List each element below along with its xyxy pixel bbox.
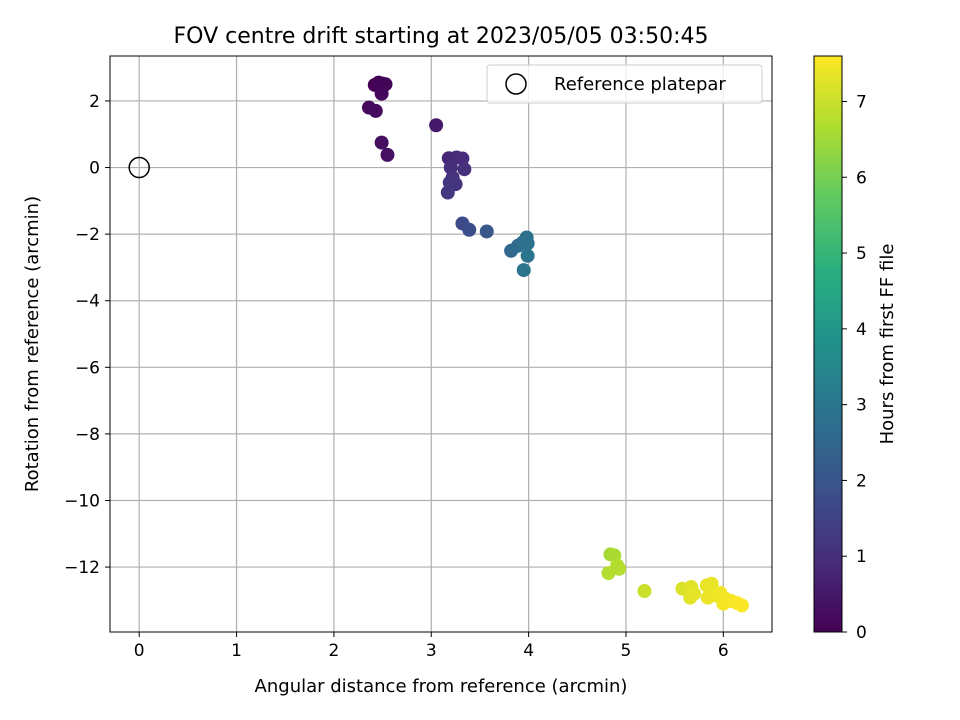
legend-box <box>486 64 763 104</box>
colorbar-ticks: 0 1 2 3 4 5 6 7 <box>842 92 867 643</box>
data-point <box>380 147 395 162</box>
colorbar-tick-label: 3 <box>856 396 867 416</box>
data-point <box>516 263 531 278</box>
x-tick-label: 3 <box>426 641 437 661</box>
colorbar-tick-label: 1 <box>856 547 867 567</box>
data-point <box>479 224 494 239</box>
data-point <box>455 151 470 166</box>
data-point <box>687 586 702 601</box>
data-point <box>734 598 749 613</box>
x-tick-label: 5 <box>621 641 632 661</box>
colorbar-tick-label: 5 <box>856 244 867 264</box>
y-tick-label: −2 <box>75 225 100 245</box>
data-point <box>601 566 616 581</box>
colorbar: 0 1 2 3 4 5 6 7 Hours from first FF file <box>813 55 898 643</box>
colorbar-label: Hours from first FF file <box>877 244 898 445</box>
data-point <box>374 135 389 150</box>
plot-frame <box>109 55 773 633</box>
legend: Reference platepar <box>486 64 763 104</box>
data-point <box>637 584 652 599</box>
x-axis-ticks: 0 1 2 3 4 5 6 <box>134 632 729 661</box>
y-tick-label: 0 <box>89 159 100 179</box>
data-point <box>429 118 444 133</box>
x-tick-label: 0 <box>134 641 145 661</box>
legend-entry-label: Reference platepar <box>554 74 726 95</box>
y-tick-label: −12 <box>64 558 100 578</box>
y-tick-label: −8 <box>75 425 100 445</box>
grid <box>110 56 772 632</box>
reference-platepar-marker <box>128 156 150 179</box>
y-axis-label: Rotation from reference (arcmin) <box>22 196 43 492</box>
y-tick-label: −4 <box>75 292 100 312</box>
data-points <box>128 75 749 613</box>
x-tick-label: 2 <box>328 641 339 661</box>
data-point <box>440 185 455 200</box>
data-point <box>520 248 535 263</box>
data-point <box>457 162 472 177</box>
data-point <box>612 561 627 576</box>
data-point <box>368 103 383 118</box>
colorbar-tick-label: 7 <box>856 92 867 112</box>
y-tick-label: 2 <box>89 92 100 112</box>
colorbar-tick-label: 0 <box>856 623 867 643</box>
y-tick-label: −6 <box>75 358 100 378</box>
x-tick-label: 4 <box>523 641 534 661</box>
data-point <box>374 86 389 101</box>
y-tick-label: −10 <box>64 491 100 511</box>
x-axis-label: Angular distance from reference (arcmin) <box>255 676 628 697</box>
x-tick-label: 1 <box>231 641 242 661</box>
colorbar-tick-label: 6 <box>856 168 867 188</box>
chart-title: FOV centre drift starting at 2023/05/05 … <box>174 24 709 49</box>
colorbar-tick-label: 2 <box>856 471 867 491</box>
legend-marker-icon <box>505 73 527 95</box>
colorbar-tick-label: 4 <box>856 320 867 340</box>
x-tick-label: 6 <box>718 641 729 661</box>
y-axis-ticks: 2 0 −2 −4 −6 −8 −10 −12 <box>64 92 110 578</box>
colorbar-gradient <box>813 55 843 633</box>
data-point <box>462 222 477 237</box>
data-point <box>520 236 535 251</box>
data-point <box>704 576 719 591</box>
